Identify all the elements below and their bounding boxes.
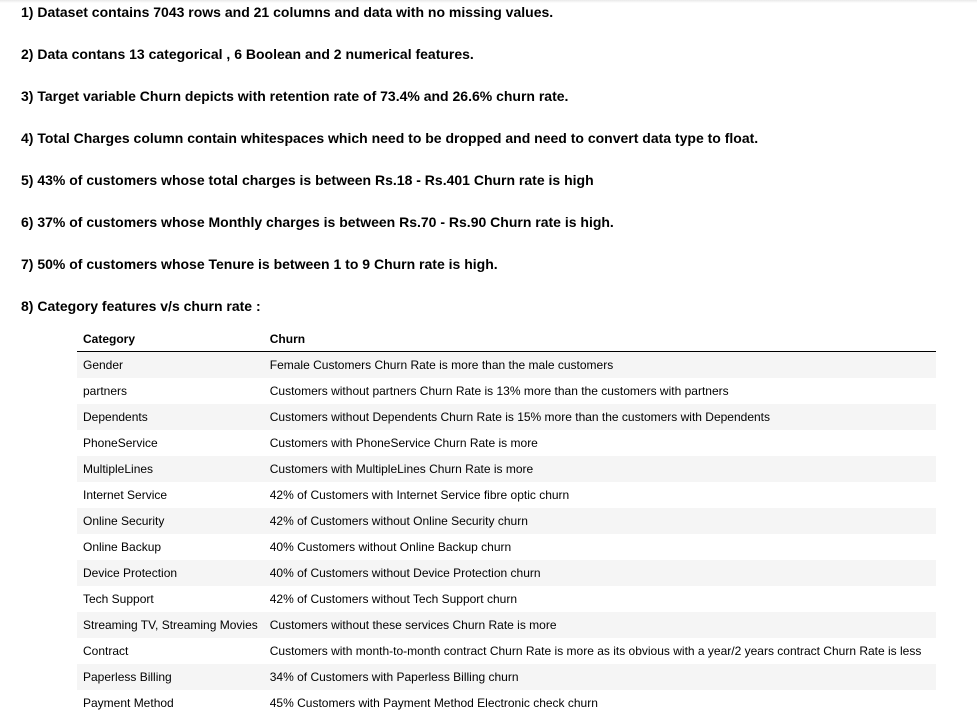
finding-2: 2) Data contans 13 categorical , 6 Boole… xyxy=(21,46,474,62)
category-cell: Paperless Billing xyxy=(77,664,264,690)
category-cell: Gender xyxy=(77,351,264,378)
finding-5: 5) 43% of customers whose total charges … xyxy=(21,172,594,188)
category-cell: Online Backup xyxy=(77,534,264,560)
churn-cell: Female Customers Churn Rate is more than… xyxy=(263,351,936,378)
column-header-churn: Churn xyxy=(263,326,936,352)
category-churn-table-container: Category Churn Gender Female Customers C… xyxy=(77,326,936,716)
category-churn-table: Category Churn Gender Female Customers C… xyxy=(77,326,936,716)
churn-cell: Customers with month-to-month contract C… xyxy=(263,638,936,664)
table-row: Online Security 42% of Customers without… xyxy=(77,508,936,534)
table-row: MultipleLines Customers with MultipleLin… xyxy=(77,456,936,482)
category-cell: Dependents xyxy=(77,404,264,430)
table-row: Streaming TV, Streaming Movies Customers… xyxy=(77,612,936,638)
category-cell: PhoneService xyxy=(77,430,264,456)
churn-cell: 42% of Customers without Online Security… xyxy=(263,508,936,534)
findings-list: 1) Dataset contains 7043 rows and 21 col… xyxy=(21,4,758,340)
churn-cell: 40% Customers without Online Backup chur… xyxy=(263,534,936,560)
churn-cell: Customers without partners Churn Rate is… xyxy=(263,378,936,404)
column-header-category: Category xyxy=(77,326,264,352)
table-row: PhoneService Customers with PhoneService… xyxy=(77,430,936,456)
table-row: Internet Service 42% of Customers with I… xyxy=(77,482,936,508)
table-row: Tech Support 42% of Customers without Te… xyxy=(77,586,936,612)
churn-cell: 42% of Customers with Internet Service f… xyxy=(263,482,936,508)
table-header: Category Churn xyxy=(77,326,936,352)
category-cell: Internet Service xyxy=(77,482,264,508)
churn-cell: Customers with MultipleLines Churn Rate … xyxy=(263,456,936,482)
table-body: Gender Female Customers Churn Rate is mo… xyxy=(77,351,936,716)
category-cell: Payment Method xyxy=(77,690,264,716)
churn-cell: 42% of Customers without Tech Support ch… xyxy=(263,586,936,612)
table-row: Payment Method 45% Customers with Paymen… xyxy=(77,690,936,716)
finding-8: 8) Category features v/s churn rate : xyxy=(21,298,261,314)
churn-cell: Customers without these services Churn R… xyxy=(263,612,936,638)
finding-1: 1) Dataset contains 7043 rows and 21 col… xyxy=(21,4,554,20)
category-cell: MultipleLines xyxy=(77,456,264,482)
finding-6: 6) 37% of customers whose Monthly charge… xyxy=(21,214,614,230)
category-cell: Streaming TV, Streaming Movies xyxy=(77,612,264,638)
finding-7: 7) 50% of customers whose Tenure is betw… xyxy=(21,256,498,272)
finding-4: 4) Total Charges column contain whitespa… xyxy=(21,130,759,146)
header-row: Category Churn xyxy=(77,326,936,352)
table-row: Online Backup 40% Customers without Onli… xyxy=(77,534,936,560)
top-edge-shadow xyxy=(0,0,977,3)
category-cell: Contract xyxy=(77,638,264,664)
table-row: Dependents Customers without Dependents … xyxy=(77,404,936,430)
table-row: Device Protection 40% of Customers witho… xyxy=(77,560,936,586)
finding-3: 3) Target variable Churn depicts with re… xyxy=(21,88,569,104)
category-cell: partners xyxy=(77,378,264,404)
churn-cell: Customers with PhoneService Churn Rate i… xyxy=(263,430,936,456)
category-cell: Online Security xyxy=(77,508,264,534)
table-row: Paperless Billing 34% of Customers with … xyxy=(77,664,936,690)
churn-cell: 45% Customers with Payment Method Electr… xyxy=(263,690,936,716)
table-row: partners Customers without partners Chur… xyxy=(77,378,936,404)
table-row: Gender Female Customers Churn Rate is mo… xyxy=(77,351,936,378)
category-cell: Tech Support xyxy=(77,586,264,612)
table-row: Contract Customers with month-to-month c… xyxy=(77,638,936,664)
churn-cell: 40% of Customers without Device Protecti… xyxy=(263,560,936,586)
churn-cell: 34% of Customers with Paperless Billing … xyxy=(263,664,936,690)
churn-cell: Customers without Dependents Churn Rate … xyxy=(263,404,936,430)
category-cell: Device Protection xyxy=(77,560,264,586)
